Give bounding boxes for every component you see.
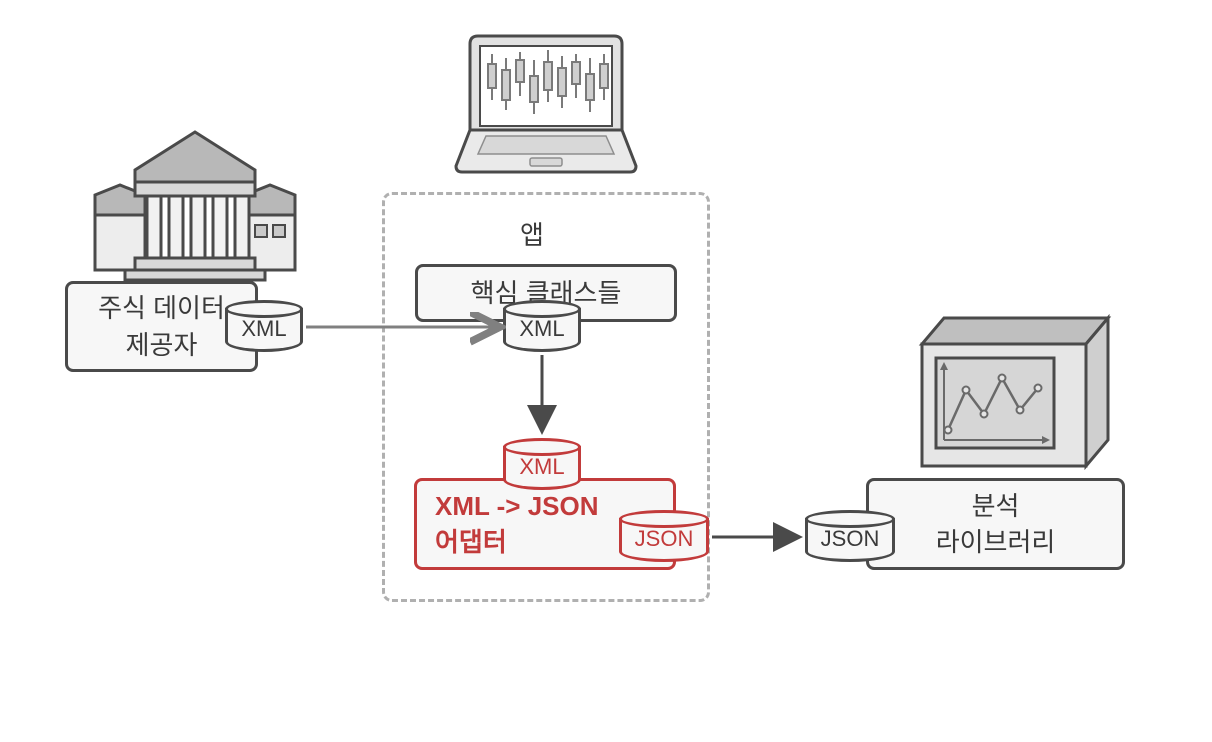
package-icon [922, 318, 1108, 466]
library-json-label: JSON [821, 526, 880, 552]
provider-label: 주식 데이터제공자 [98, 290, 225, 363]
provider-xml-cylinder: XML [225, 300, 303, 352]
laptop-icon [456, 36, 636, 172]
adapter-json-cylinder: JSON [619, 510, 709, 562]
app-label: 앱 [520, 215, 544, 252]
adapter-json-label: JSON [635, 526, 694, 552]
adapter-xml-cylinder: XML [503, 438, 581, 490]
library-label: 분석라이브러리 [936, 488, 1056, 561]
library-box: 분석라이브러리 [866, 478, 1125, 570]
library-json-cylinder: JSON [805, 510, 895, 562]
adapter-xml-label: XML [519, 454, 564, 480]
adapter-label: XML -> JSON어댑터 [435, 488, 599, 561]
core-xml-label: XML [519, 316, 564, 342]
provider-xml-label: XML [241, 316, 286, 342]
core-xml-cylinder: XML [503, 300, 581, 352]
diagram-canvas: 앱 주식 데이터제공자 핵심 클래스들 XML -> JSON어댑터 분석라이브… [0, 0, 1212, 742]
building-icon [95, 132, 295, 280]
